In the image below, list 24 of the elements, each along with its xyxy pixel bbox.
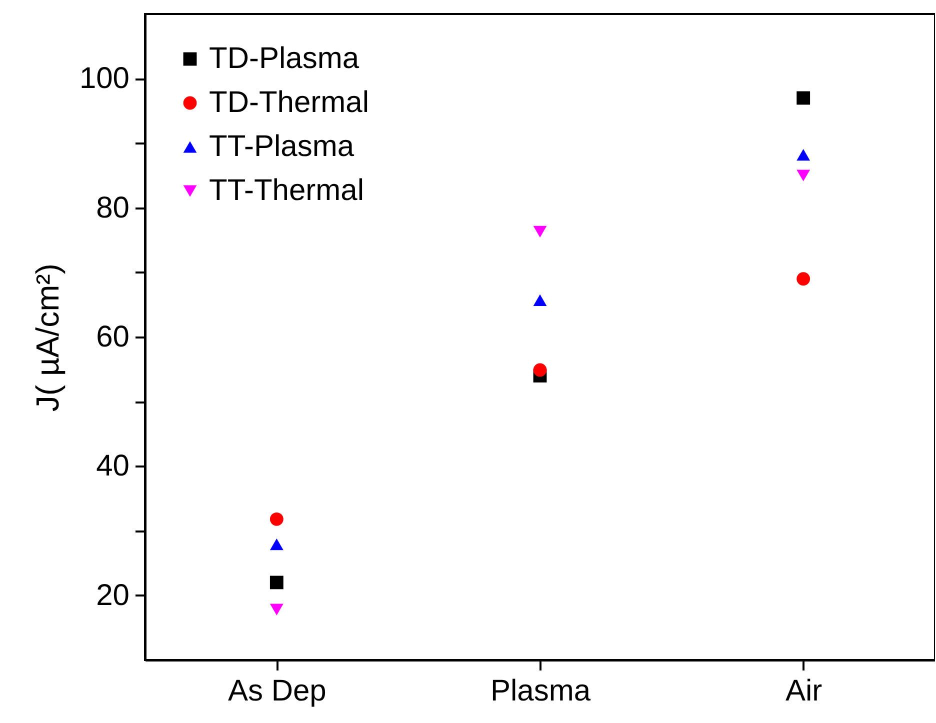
point — [270, 604, 284, 616]
y-axis-title: J( µA/cm²) — [29, 263, 66, 412]
x-tick-label: As Dep — [228, 674, 326, 708]
legend-label: TD-Thermal — [209, 86, 370, 119]
y-tick-label: 100 — [79, 62, 130, 96]
y-tick-label: 60 — [96, 320, 130, 354]
point — [270, 538, 284, 550]
legend-label: TD-Plasma — [209, 42, 360, 75]
point — [533, 363, 547, 377]
legend-label: TT-Plasma — [209, 130, 354, 163]
point — [270, 576, 284, 590]
point — [796, 170, 810, 182]
x-tick-label: Plasma — [490, 674, 591, 708]
y-tick-label: 40 — [96, 450, 130, 483]
point — [533, 294, 547, 306]
point — [796, 272, 810, 286]
point — [533, 226, 547, 238]
point — [796, 91, 810, 105]
legend-label: TT-Thermal — [209, 174, 364, 207]
point — [796, 149, 810, 161]
x-tick-label: Air — [785, 674, 822, 708]
point — [270, 512, 284, 526]
y-tick-label: 80 — [96, 191, 130, 224]
y-tick-label: 20 — [96, 578, 130, 612]
